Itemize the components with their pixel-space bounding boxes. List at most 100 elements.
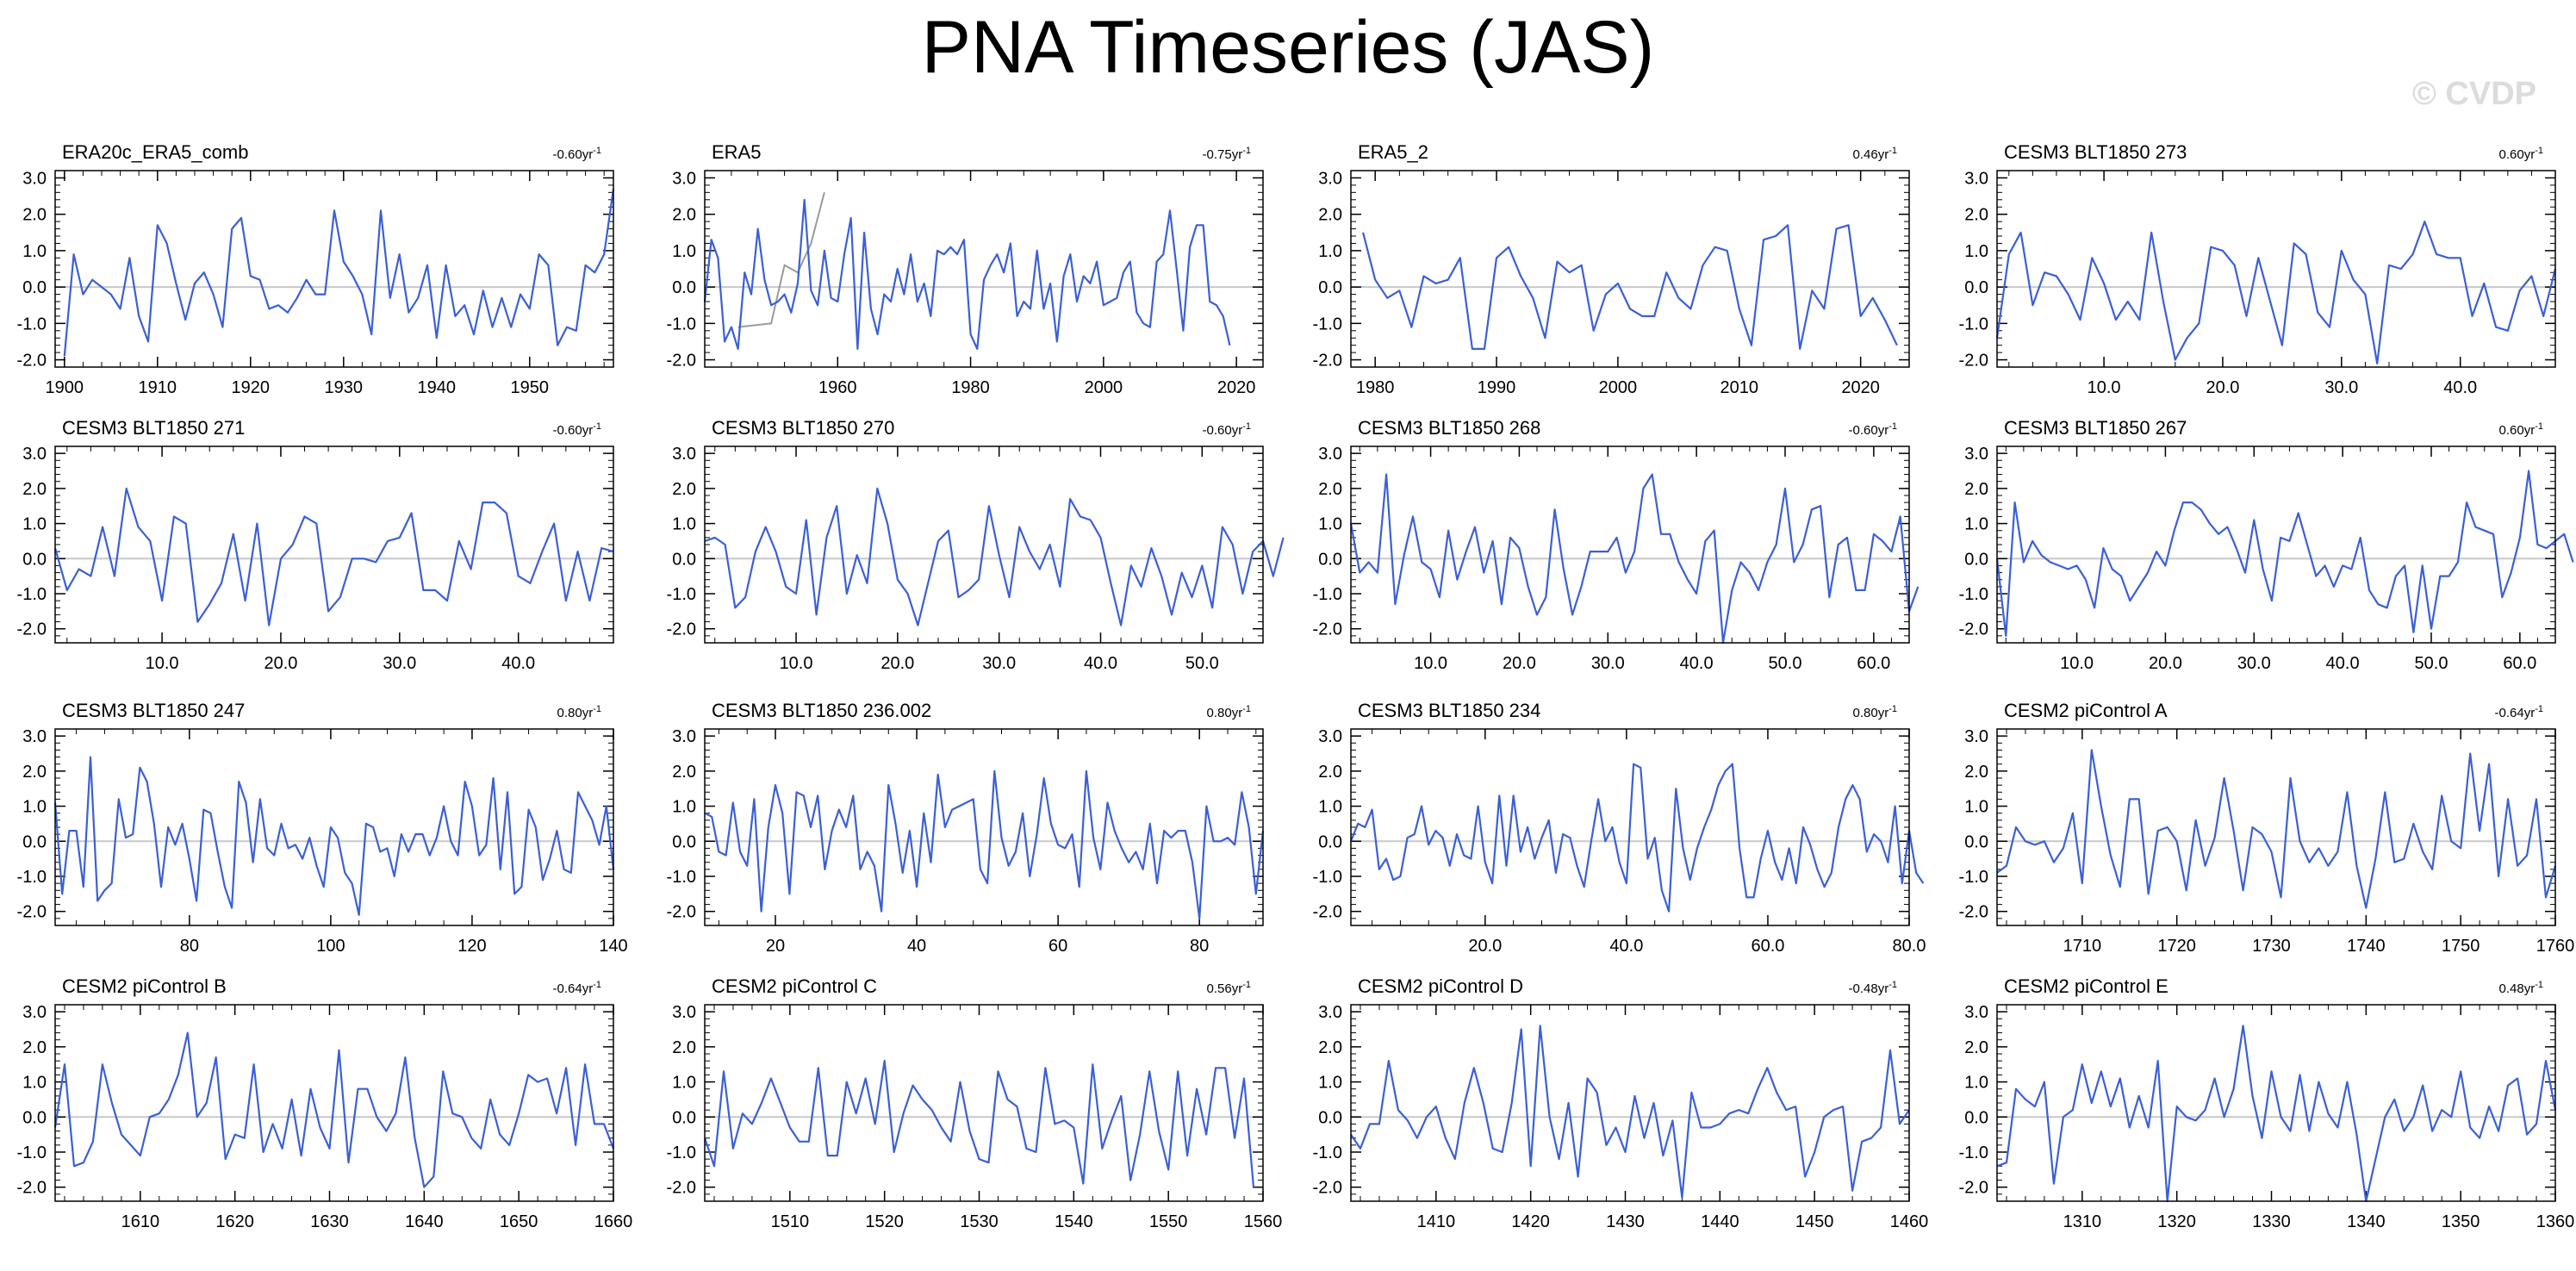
y-tick-label: 1.0 xyxy=(672,1074,696,1093)
x-tick-label: 10.0 xyxy=(146,654,179,673)
trend-value: -0.60yr xyxy=(553,423,594,438)
panel-title: ERA20c_ERA5_comb xyxy=(62,141,248,163)
y-tick-label: -1.0 xyxy=(1313,1143,1342,1162)
trend-label: 0.56yr-1 xyxy=(1207,980,1251,996)
trend-label: -0.64yr-1 xyxy=(553,980,601,996)
y-tick-label: 2.0 xyxy=(672,480,696,499)
x-tick-label: 50.0 xyxy=(2415,654,2448,673)
chart-panel-13: CESM2 piControl B -0.64yr-1 3.0 2.0 1.0 0.0 -1… xyxy=(17,975,633,1231)
trend-exponent: -1 xyxy=(593,146,601,156)
trend-label: 0.80yr-1 xyxy=(1853,704,1897,720)
trend-value: 0.46yr xyxy=(1853,147,1889,162)
x-tick-label: 1950 xyxy=(511,378,550,397)
x-tick-label: 1910 xyxy=(139,378,177,397)
y-tick-label: -1.0 xyxy=(1313,315,1342,333)
y-tick-label: -2.0 xyxy=(1313,903,1342,922)
trend-label: 0.80yr-1 xyxy=(557,704,601,720)
pna-series-line xyxy=(1996,749,2557,909)
x-tick-label: 1660 xyxy=(594,1212,633,1231)
trend-value: -0.48yr xyxy=(1849,981,1889,996)
y-tick-label: 0.0 xyxy=(22,278,47,297)
x-tick-label: 1310 xyxy=(2063,1212,2102,1231)
trend-exponent: -1 xyxy=(1242,704,1251,714)
y-tick-label: 3.0 xyxy=(672,169,696,188)
x-tick-label: 60.0 xyxy=(1857,654,1890,673)
plot-frame xyxy=(1996,1004,2556,1202)
x-tick-label: 20.0 xyxy=(880,654,914,673)
y-tick-label: 3.0 xyxy=(1964,727,1988,746)
pna-series-line xyxy=(53,487,614,626)
panel-title: CESM3 BLT1850 271 xyxy=(62,417,245,439)
y-tick-label: -2.0 xyxy=(17,1179,47,1198)
x-tick-label: 60 xyxy=(1048,937,1067,956)
x-tick-label: 1900 xyxy=(46,378,84,397)
x-tick-label: 1540 xyxy=(1055,1212,1093,1231)
x-tick-label: 1990 xyxy=(1478,378,1516,397)
x-tick-label: 1740 xyxy=(2347,937,2386,956)
y-tick-label: 3.0 xyxy=(1964,1003,1988,1022)
x-tick-label: 1930 xyxy=(325,378,364,397)
y-tick-label: 3.0 xyxy=(1964,445,1988,464)
y-tick-label: -2.0 xyxy=(667,352,696,371)
chart-panel-11: CESM3 BLT1850 234 0.80yr-1 3.0 2.0 1.0 0.0 -1.… xyxy=(1313,700,1926,956)
y-tick-label: -2.0 xyxy=(1959,1179,1988,1198)
panel-title: CESM3 BLT1850 234 xyxy=(1358,700,1540,721)
trend-exponent: -1 xyxy=(1242,421,1251,432)
pna-series-line xyxy=(1350,1025,1910,1199)
chart-panel-14: CESM2 piControl C 0.56yr-1 3.0 2.0 1.0 0.0 -1.… xyxy=(667,975,1283,1231)
x-tick-label: 1980 xyxy=(951,378,990,397)
y-tick-label: 1.0 xyxy=(1964,1074,1988,1093)
trend-label: -0.60yr-1 xyxy=(1849,421,1897,438)
pna-series-line xyxy=(1996,1025,2557,1203)
panel-title: CESM3 BLT1850 267 xyxy=(2004,417,2187,439)
x-tick-label: 20.0 xyxy=(2149,654,2182,673)
x-tick-label: 30.0 xyxy=(1591,654,1625,673)
y-tick-label: -1.0 xyxy=(1313,868,1342,887)
x-tick-label: 1450 xyxy=(1795,1212,1834,1231)
y-tick-label: 0.0 xyxy=(1964,278,1988,297)
y-tick-label: 0.0 xyxy=(22,550,47,569)
panel-title: CESM2 piControl C xyxy=(712,975,877,997)
chart-panel-12: CESM2 piControl A -0.64yr-1 3.0 2.0 1.0 0.0 -1… xyxy=(1959,700,2575,956)
y-tick-label: -2.0 xyxy=(17,620,47,639)
y-tick-label: 2.0 xyxy=(1964,1038,1988,1057)
pna-series-line xyxy=(53,1031,615,1188)
x-tick-label: 100 xyxy=(316,937,345,956)
y-tick-label: -2.0 xyxy=(1959,903,1988,922)
x-tick-label: 30.0 xyxy=(383,654,416,673)
y-tick-label: 0.0 xyxy=(672,832,696,851)
y-tick-label: 1.0 xyxy=(22,242,47,261)
x-tick-label: 2020 xyxy=(1841,378,1880,397)
x-tick-label: 1440 xyxy=(1701,1212,1739,1231)
x-tick-label: 1730 xyxy=(2252,937,2291,956)
trend-label: 0.60yr-1 xyxy=(2499,421,2543,438)
y-tick-label: 0.0 xyxy=(672,278,696,297)
y-tick-label: -1.0 xyxy=(667,1143,696,1162)
y-tick-label: 0.0 xyxy=(1318,832,1342,851)
trend-exponent: -1 xyxy=(1242,146,1251,156)
trend-value: -0.60yr xyxy=(1849,423,1889,438)
chart-panel-15: CESM2 piControl D -0.48yr-1 3.0 2.0 1.0 0.0 -1… xyxy=(1313,975,1929,1231)
chart-panel-16: CESM2 piControl E 0.48yr-1 3.0 2.0 1.0 0.0 -1.… xyxy=(1959,975,2575,1231)
y-tick-label: -2.0 xyxy=(1313,620,1342,639)
y-tick-label: 3.0 xyxy=(22,169,47,188)
pna-series-line xyxy=(63,188,615,357)
plot-frame xyxy=(54,170,614,368)
x-tick-label: 40.0 xyxy=(2326,654,2360,673)
y-tick-label: 3.0 xyxy=(672,1003,696,1022)
trend-exponent: -1 xyxy=(593,704,601,714)
chart-panel-6: CESM3 BLT1850 270 -0.60yr-1 3.0 2.0 1.0 0.0 -1… xyxy=(667,417,1285,673)
x-tick-label: 2010 xyxy=(1720,378,1759,397)
chart-panel-3: ERA5_2 0.46yr-1 3.0 2.0 1.0 0.0 -1.0 -2.0 1980 19… xyxy=(1313,141,1910,397)
x-tick-label: 30.0 xyxy=(982,654,1016,673)
trend-value: 0.80yr xyxy=(1207,706,1243,720)
y-tick-label: 3.0 xyxy=(672,727,696,746)
y-tick-label: 2.0 xyxy=(22,206,47,225)
trend-label: 0.80yr-1 xyxy=(1207,704,1251,720)
x-tick-label: 1720 xyxy=(2157,937,2196,956)
trend-label: 0.48yr-1 xyxy=(2499,980,2543,996)
x-tick-label: 1550 xyxy=(1149,1212,1188,1231)
trend-value: -0.64yr xyxy=(2495,706,2536,720)
y-tick-label: 1.0 xyxy=(1318,798,1342,817)
